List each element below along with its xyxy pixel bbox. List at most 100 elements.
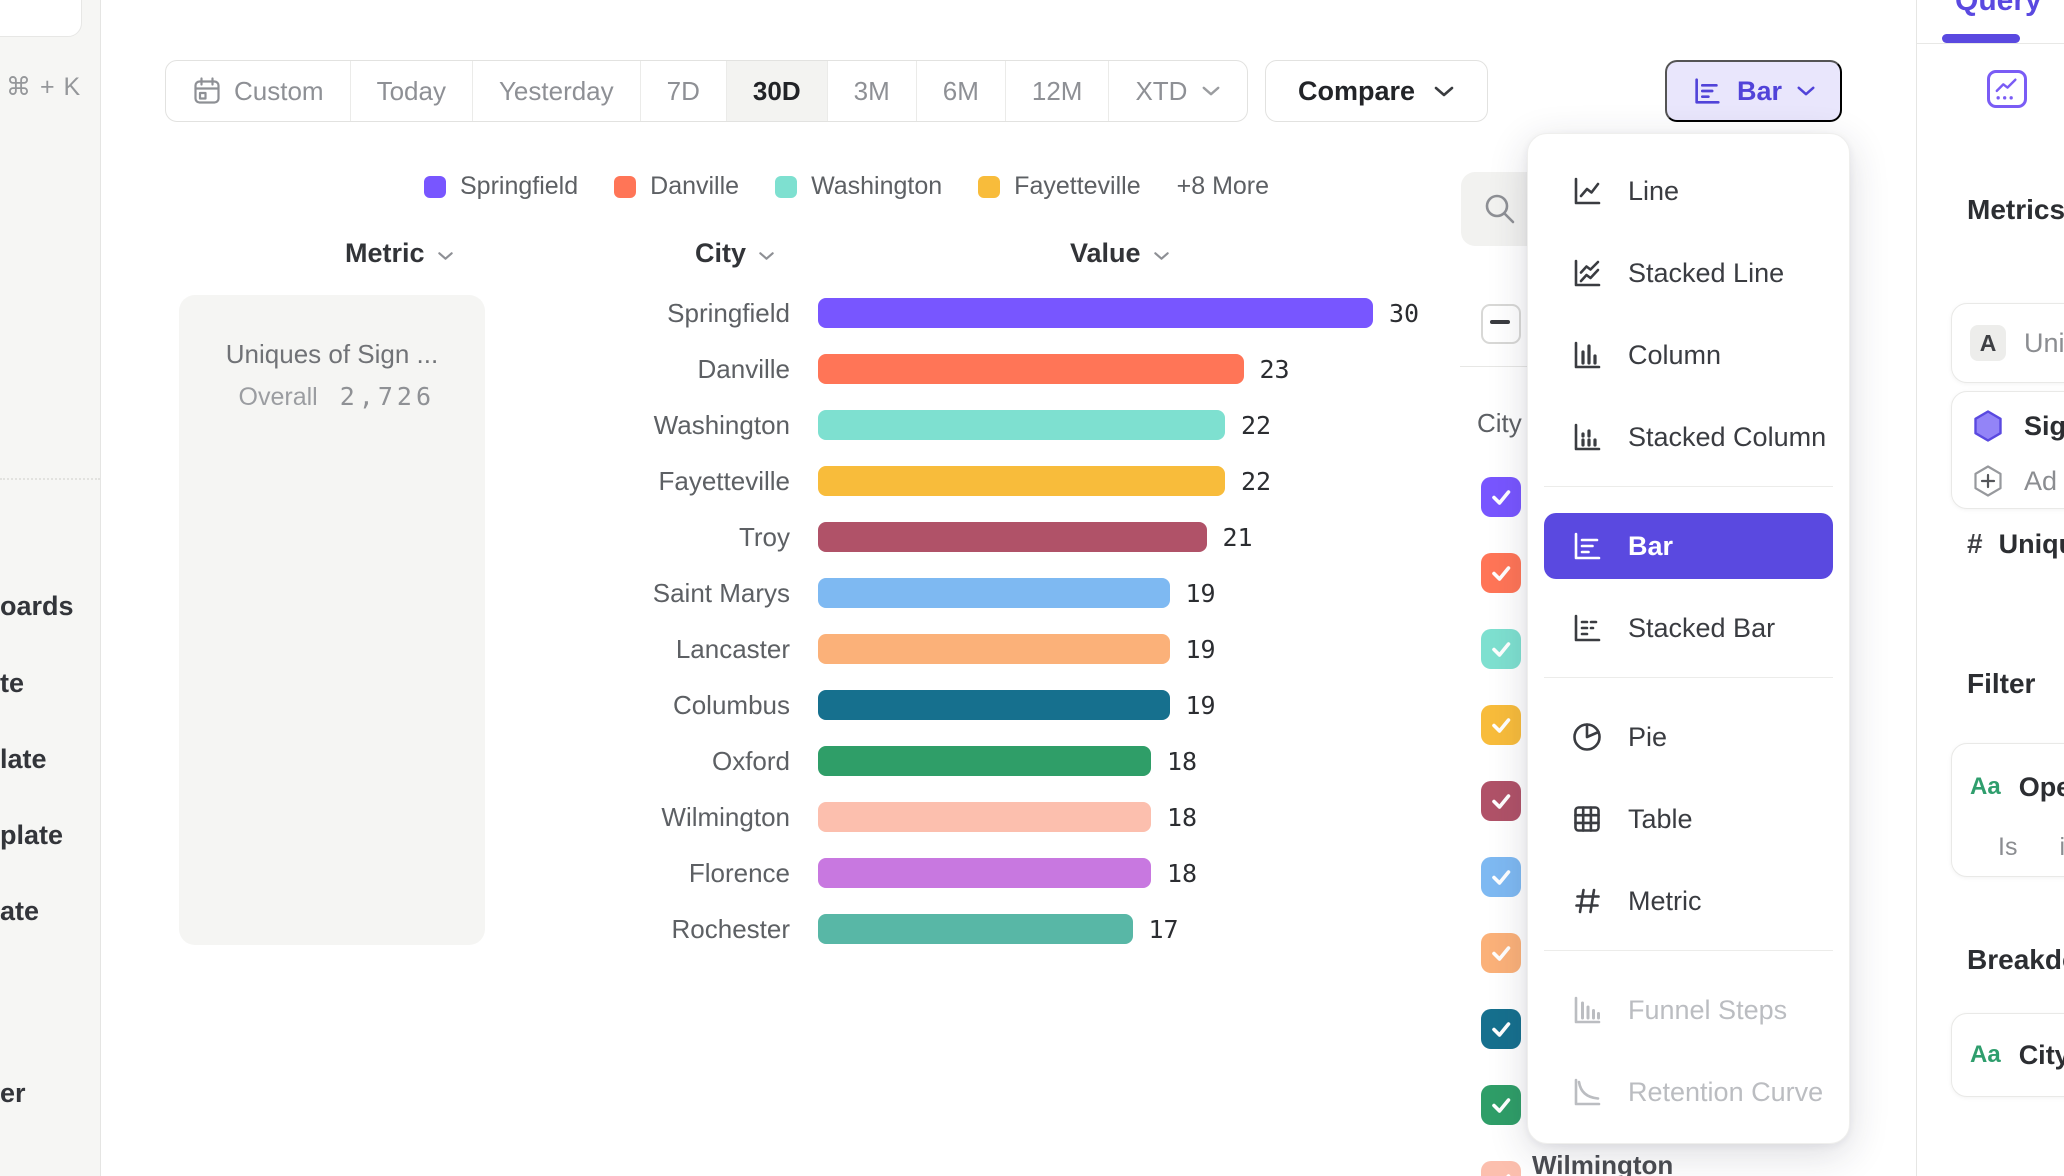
bar-value-label: 17 — [1148, 914, 1179, 944]
menu-item-label: Stacked Bar — [1628, 612, 1776, 643]
check-icon — [1488, 636, 1514, 662]
add-event-icon — [1970, 463, 2006, 499]
breakdown-checkbox[interactable] — [1481, 705, 1521, 745]
breakdown-checkbox[interactable] — [1481, 1085, 1521, 1125]
bar-category-label: Rochester — [671, 913, 791, 944]
bar-category-label: Florence — [688, 857, 790, 888]
bar-troy[interactable] — [818, 522, 1207, 552]
breakdown-checkbox[interactable] — [1481, 553, 1521, 593]
breakdown-checkbox[interactable] — [1481, 1161, 1521, 1176]
menu-item-bar[interactable]: Bar — [1544, 513, 1833, 579]
bar-columbus[interactable] — [818, 690, 1170, 720]
nav-item-fragment[interactable]: te — [0, 668, 25, 698]
nav-item-fragment[interactable]: ate — [0, 896, 40, 926]
formula-badge: A — [1970, 325, 2006, 361]
bar-value-label: 23 — [1259, 354, 1290, 384]
legend-item-danville[interactable]: Danville — [614, 172, 739, 201]
range-12m[interactable]: 12M — [1006, 61, 1110, 121]
check-icon — [1488, 1016, 1514, 1042]
bar-oxford[interactable] — [818, 746, 1151, 776]
chart-type-button[interactable]: Bar — [1665, 60, 1843, 122]
range-yesterday[interactable]: Yesterday — [473, 61, 641, 121]
check-icon — [1488, 1168, 1514, 1176]
range-6m[interactable]: 6M — [917, 61, 1006, 121]
breakdown-checkbox[interactable] — [1481, 933, 1521, 973]
formula-metric-card[interactable]: A Unic — [1951, 303, 2064, 383]
bar-lancaster[interactable] — [818, 634, 1170, 664]
menu-item-label: Line — [1628, 175, 1680, 206]
chart-preview-icon[interactable] — [1987, 70, 2027, 108]
nav-item-fragment[interactable]: er — [0, 1078, 26, 1108]
chart-row: Fayetteville 22 — [500, 453, 1419, 509]
chart-row: Columbus 19 — [500, 677, 1419, 733]
menu-item-label: Pie — [1628, 721, 1668, 752]
event-metric-card[interactable]: Sig Ad — [1951, 391, 2064, 509]
legend-item-washington[interactable]: Washington — [775, 172, 942, 201]
nav-item-fragment[interactable]: oards — [0, 591, 74, 621]
breakdown-item-label[interactable]: Wilmington — [1532, 1150, 1674, 1176]
bar-value-label: 19 — [1185, 634, 1216, 664]
metric-card[interactable]: Uniques of Sign ... Overall 2,726 — [179, 295, 485, 945]
bar-saint-marys[interactable] — [818, 578, 1170, 608]
bar-danville[interactable] — [818, 354, 1244, 384]
bar-florence[interactable] — [818, 858, 1151, 888]
bar-rochester[interactable] — [818, 914, 1133, 944]
menu-item-stacked-column[interactable]: Stacked Column — [1544, 404, 1833, 470]
range-label: 6M — [942, 75, 979, 106]
range-xtd[interactable]: XTD — [1109, 61, 1247, 121]
range-3m[interactable]: 3M — [828, 61, 917, 121]
legend-item-springfield[interactable]: Springfield — [424, 172, 578, 201]
tab-query[interactable]: Query — [1955, 0, 2042, 17]
search-shortcut-hint: ⌘ + K — [6, 73, 82, 101]
range-30d[interactable]: 30D — [726, 61, 828, 121]
bar-fayetteville[interactable] — [818, 466, 1225, 496]
range-today[interactable]: Today — [351, 61, 473, 121]
legend-item-fayetteville[interactable]: Fayetteville — [978, 172, 1141, 201]
menu-item-retention-curve[interactable]: Retention Curve — [1544, 1059, 1833, 1125]
bar-washington[interactable] — [818, 410, 1225, 440]
total-metric-row[interactable]: # Uniqu — [1967, 528, 2064, 560]
column-header-metric[interactable]: Metric — [345, 238, 454, 269]
menu-item-stacked-line[interactable]: Stacked Line — [1544, 240, 1833, 306]
menu-item-column[interactable]: Column — [1544, 322, 1833, 388]
bar-value-label: 18 — [1167, 746, 1198, 776]
query-sidebar: Query Metrics A Unic Sig A — [1916, 0, 2064, 1176]
breakdown-checkbox[interactable] — [1481, 857, 1521, 897]
legend-more-button[interactable]: +8 More — [1176, 172, 1270, 200]
legend-label: Fayetteville — [1014, 172, 1141, 200]
breakdown-checkbox[interactable] — [1481, 629, 1521, 669]
nav-item-fragment[interactable]: plate — [0, 820, 64, 850]
menu-divider — [1544, 486, 1833, 487]
filter-card[interactable]: Aa Ope Is i — [1951, 743, 2064, 877]
breakdown-checkbox[interactable] — [1481, 1009, 1521, 1049]
column-header-value[interactable]: Value — [1070, 238, 1170, 269]
menu-item-funnel-steps[interactable]: Funnel Steps — [1544, 977, 1833, 1043]
column-chart-icon — [1570, 338, 1604, 372]
breakdown-checkbox[interactable] — [1481, 781, 1521, 821]
bar-springfield[interactable] — [818, 298, 1373, 328]
select-all-checkbox[interactable] — [1481, 304, 1521, 344]
bar-wilmington[interactable] — [818, 802, 1151, 832]
filter-value[interactable]: i — [2059, 832, 2064, 861]
range-custom[interactable]: Custom — [166, 61, 351, 121]
filter-operator[interactable]: Is — [1998, 832, 2018, 861]
menu-item-stacked-bar[interactable]: Stacked Bar — [1544, 595, 1833, 661]
breakdown-card[interactable]: Aa City — [1951, 1013, 2064, 1097]
nav-item-fragment[interactable]: late — [0, 744, 47, 774]
menu-item-line[interactable]: Line — [1544, 158, 1833, 224]
menu-item-table[interactable]: Table — [1544, 786, 1833, 852]
formula-label: Unic — [2024, 327, 2064, 358]
global-search-box[interactable] — [0, 0, 82, 37]
menu-item-metric[interactable]: Metric — [1544, 868, 1833, 934]
compare-button[interactable]: Compare — [1265, 60, 1489, 122]
menu-item-pie[interactable]: Pie — [1544, 704, 1833, 770]
range-label: Yesterday — [498, 75, 614, 106]
bar-chart-icon — [1691, 75, 1723, 107]
breakdown-checkbox[interactable] — [1481, 477, 1521, 517]
range-label: Today — [376, 75, 446, 106]
range-7d[interactable]: 7D — [641, 61, 727, 121]
date-range-group: Custom Today Yesterday 7D 30D 3M 6M 12M XTD — [165, 60, 1249, 122]
range-label: XTD — [1135, 75, 1188, 106]
chart-row: Danville 23 — [500, 341, 1419, 397]
column-header-city[interactable]: City — [695, 238, 775, 269]
